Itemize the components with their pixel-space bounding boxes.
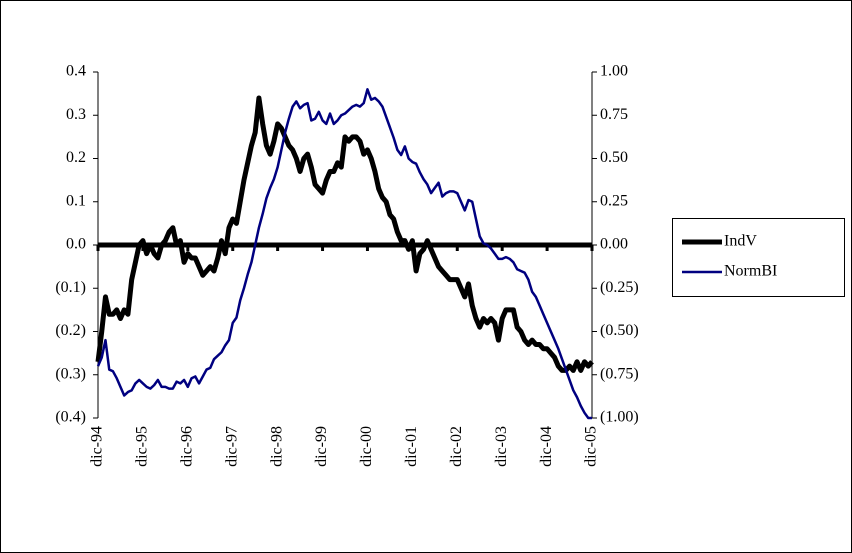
legend-label: NormBI: [724, 263, 777, 280]
y2-tick-label: 0.25: [600, 192, 628, 209]
x-tick-label: dic-04: [538, 426, 555, 467]
legend-label: IndV: [724, 233, 757, 250]
y-tick-label: (0.1): [55, 279, 86, 296]
x-tick-label: dic-98: [268, 426, 285, 467]
x-tick-label: dic-01: [403, 426, 420, 467]
legend-box: [672, 218, 845, 297]
y-tick-label: 0.3: [66, 106, 86, 123]
y-tick-label: 0.0: [66, 236, 86, 253]
x-tick-label: dic-02: [448, 426, 465, 467]
y-tick-label: (0.4): [55, 409, 86, 426]
x-tick-label: dic-96: [178, 426, 195, 467]
y-tick-label: 0.1: [66, 192, 86, 209]
x-tick-label: dic-03: [493, 426, 510, 467]
y2-tick-label: (0.25): [600, 279, 639, 296]
x-tick-label: dic-05: [583, 426, 600, 467]
y-tick-label: 0.4: [66, 63, 86, 80]
y-tick-label: 0.2: [66, 149, 86, 166]
x-tick-label: dic-00: [358, 426, 375, 467]
y2-tick-label: 0.75: [600, 106, 628, 123]
x-tick-label: dic-97: [223, 426, 240, 467]
series-line: [95, 95, 594, 373]
y2-tick-label: (0.75): [600, 365, 639, 382]
y2-tick-label: (1.00): [600, 409, 639, 426]
series-line: [96, 88, 592, 420]
legend: IndV NormBI: [672, 218, 845, 297]
y-tick-label: (0.3): [55, 365, 86, 382]
x-tick-label: dic-94: [89, 426, 106, 467]
y2-tick-label: (0.50): [600, 322, 639, 339]
y2-tick-label: 0.00: [600, 236, 628, 253]
x-tick-label: dic-99: [313, 426, 330, 467]
y2-tick-label: 0.50: [600, 149, 628, 166]
x-tick-label: dic-95: [134, 426, 151, 467]
y-tick-label: (0.2): [55, 322, 86, 339]
y2-tick-label: 1.00: [600, 63, 628, 80]
